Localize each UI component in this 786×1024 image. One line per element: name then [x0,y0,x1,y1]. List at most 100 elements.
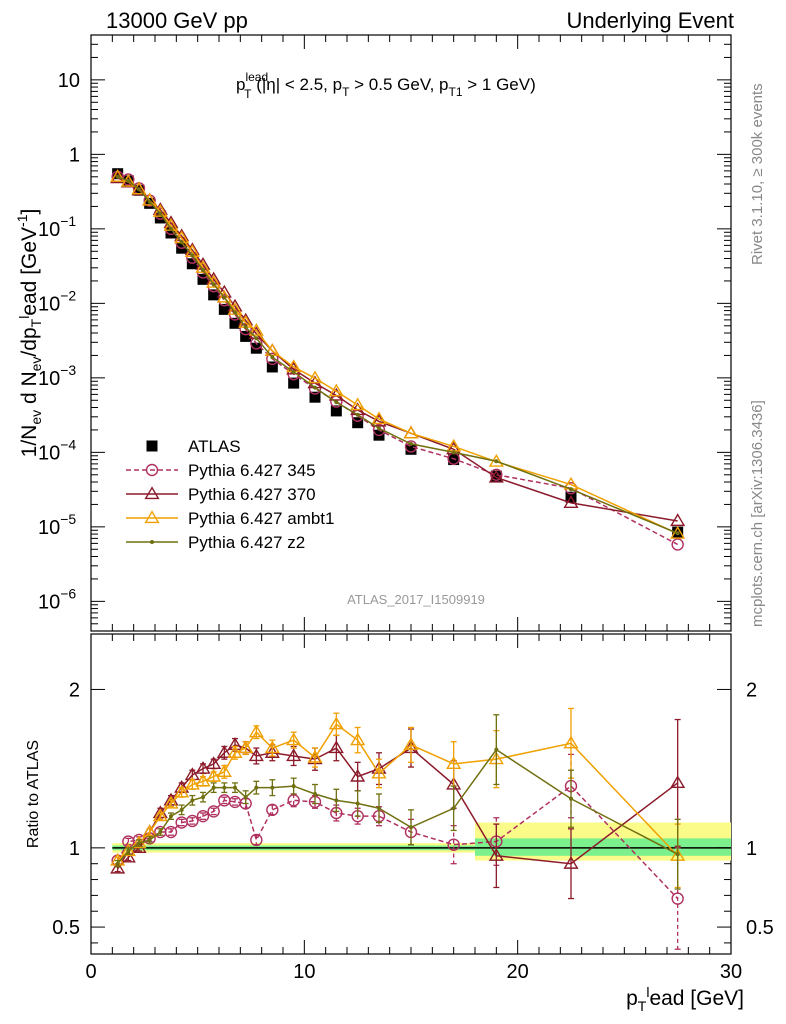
ratio-data-point [447,838,460,851]
ratio-data-point [569,796,573,801]
data-point [377,426,381,431]
ratio-data-point [222,785,227,790]
data-point [208,289,220,301]
data-point [169,226,173,231]
data-point [126,178,131,183]
data-point [233,310,237,315]
plot-title: plead T (|η| < 2.5, pT > 0.5 GeV, pT1 > 1… [236,70,536,101]
series-pythia-6-427-ambt1 [110,169,686,539]
ratio-data-point [563,735,579,749]
data-point [218,303,230,315]
ratio-y-axis-label: Ratio to ATLAS [25,740,42,848]
data-point [266,361,278,373]
ratio-series-pythia-6-427-ambt1 [110,707,686,889]
ratio-data-point [291,784,296,789]
ratio-series-pythia-6-427-370 [110,718,686,900]
header-right: Underlying Event [566,8,734,33]
y-tick-label: 10−1 [38,213,76,241]
data-point [494,459,499,464]
data-point [137,187,141,192]
ratio-y-tick-label-right: 1 [746,838,757,860]
data-point [270,355,275,360]
data-point [239,322,252,336]
data-point [670,513,686,527]
data-point [404,440,418,453]
ratio-data-point [451,806,456,811]
y-tick-label: 10 [58,70,80,92]
data-point [350,397,366,411]
data-point [490,468,503,481]
ratio-data-point [446,756,462,770]
series-atlas [112,168,684,538]
data-point [352,417,364,429]
ratio-y-tick-label: 2 [69,679,80,701]
data-point [120,173,136,187]
upper-y-axis-label: 1/Nev d Nev/dpTlead [GeV-1] [14,209,44,458]
data-point [222,295,227,300]
ratio-data-point [377,806,381,811]
data-point [563,495,579,508]
data-point [154,212,166,224]
ratio-data-point [488,848,504,861]
ratio-data-point [286,748,302,762]
ratio-data-point [195,760,211,774]
data-point [229,317,241,329]
data-point [201,268,205,273]
y-tick-label: 10−2 [38,287,76,315]
data-point [248,322,264,336]
series-pythia-6-427-z2 [115,174,680,536]
ratio-data-point [186,814,199,828]
legend-label: Pythia 6.427 370 [188,485,316,504]
data-point [142,192,158,206]
ratio-data-point [169,814,173,819]
ratio-data-point [211,785,216,790]
analysis-id: ATLAS_2017_I1509919 [347,592,485,607]
data-point [569,487,573,492]
ratio-y-tick-label: 1 [69,838,80,860]
data-point [158,211,163,216]
ratio-data-point [184,776,200,790]
data-point [409,441,413,446]
legend: ATLAS Pythia 6.427 345 Pythia 6.427 370 Pyt… [126,437,334,552]
data-point [371,411,387,425]
ratio-data-point [147,837,152,842]
data-point [216,289,232,303]
data-point [165,227,177,239]
data-point [288,377,300,389]
ratio-data-point [164,825,178,839]
legend-label: Pythia 6.427 345 [188,461,316,480]
rivet-label: Rivet 3.1.10, ≥ 300k events [749,83,766,265]
legend-marker [145,463,159,477]
ratio-data-point [250,833,263,847]
ratio-data-point [266,803,279,817]
y-tick-label: 1 [69,144,80,166]
ratio-data-point [286,732,302,746]
legend-label: Pythia 6.427 z2 [188,533,305,552]
ratio-data-point [137,841,141,846]
ratio-data-point [233,785,237,790]
ratio-data-point [409,825,413,830]
ratio-data-point [152,808,168,822]
ratio-data-point [207,805,220,818]
legend-entry-atlas: ATLAS [146,437,241,456]
legend-label: Pythia 6.427 ambt1 [188,509,334,528]
x-tick-label: 10 [293,961,315,983]
ratio-data-point [196,809,210,823]
ratio-data-point [264,740,280,754]
y-tick-label: 10−5 [38,511,76,539]
ratio-data-point [307,749,323,763]
data-point [240,330,252,342]
ratio-data-point [403,737,419,751]
ratio-data-point [350,732,366,746]
ratio-data-point [126,849,131,854]
ratio-data-point [243,795,248,800]
data-point [403,425,419,439]
ratio-data-point [195,773,211,787]
data-point [307,370,323,384]
data-point [675,531,680,536]
ratio-data-point [120,843,136,857]
legend-label: ATLAS [188,437,241,456]
ratio-data-point [334,798,339,803]
main-plot-data [110,168,686,551]
